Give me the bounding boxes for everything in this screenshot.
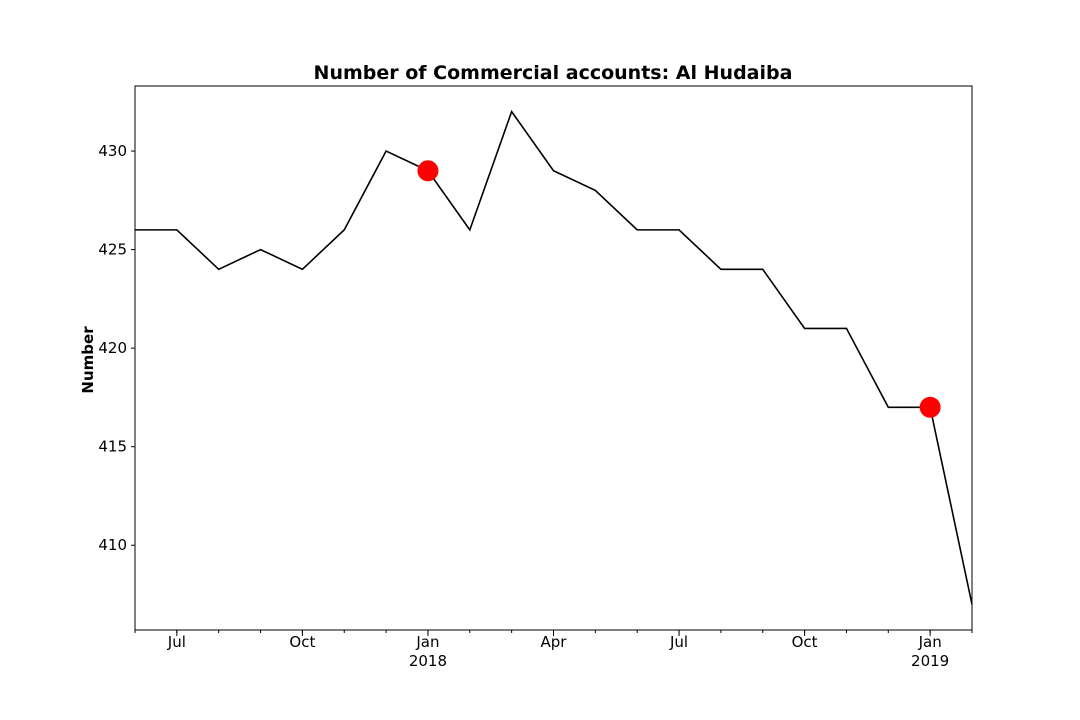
y-tick-label: 430 <box>98 142 127 160</box>
y-tick-label: 420 <box>98 339 127 357</box>
x-tick-label: Oct <box>289 633 315 651</box>
x-tick-label: Apr <box>541 633 568 651</box>
x-tick-label: Jan <box>918 633 942 651</box>
highlight-point <box>417 160 439 182</box>
plot-frame <box>134 85 973 631</box>
chart-title: Number of Commercial accounts: Al Hudaib… <box>314 62 793 84</box>
x-tick-year-label: 2019 <box>911 652 949 670</box>
x-tick-year-label: 2018 <box>409 652 447 670</box>
highlight-point <box>919 396 941 418</box>
y-axis-label: Number <box>79 326 97 394</box>
x-tick-label: Oct <box>792 633 818 651</box>
x-tick-label: Jul <box>669 633 688 651</box>
y-tick-label: 410 <box>98 536 127 554</box>
highlight-markers <box>417 160 941 418</box>
x-tick-label: Jul <box>167 633 186 651</box>
y-tick-label: 425 <box>98 241 127 259</box>
y-tick-label: 415 <box>98 438 127 456</box>
series-layer <box>135 109 973 605</box>
series-line <box>135 109 973 605</box>
x-tick-label: Jan <box>415 633 439 651</box>
